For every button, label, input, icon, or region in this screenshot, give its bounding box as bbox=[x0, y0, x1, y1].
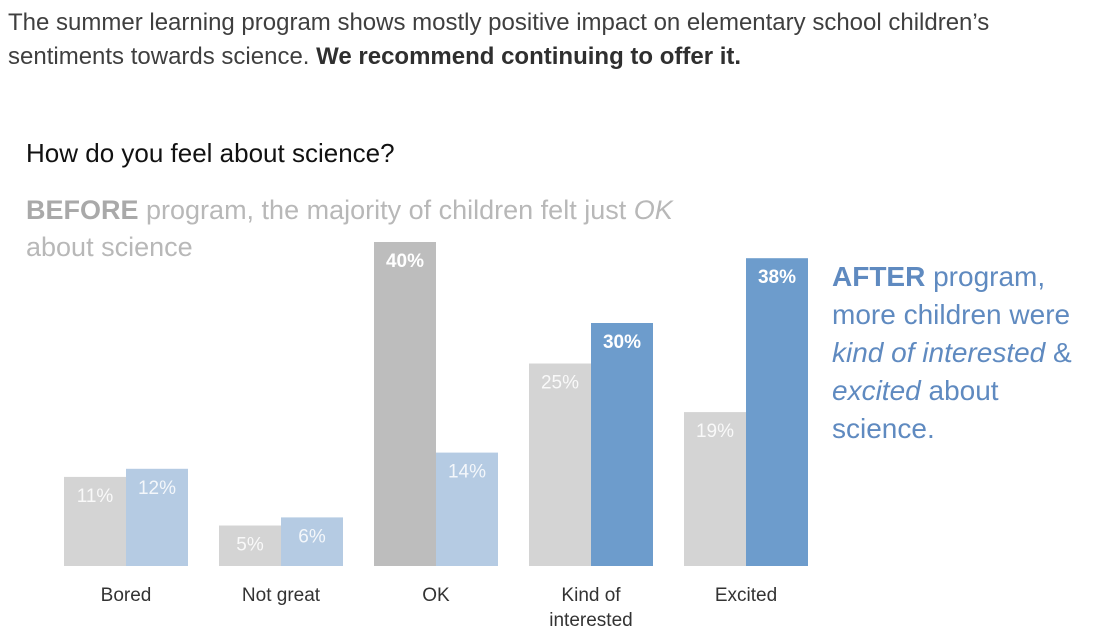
category-label-ok: OK bbox=[422, 585, 450, 606]
after-annotation-bold: AFTER bbox=[832, 261, 926, 292]
bar-before-excited bbox=[684, 412, 746, 566]
data-label-before-excited: 19% bbox=[696, 421, 734, 442]
before-annotation-italic: OK bbox=[633, 195, 673, 225]
category-label-not-great: Not great bbox=[242, 585, 321, 606]
data-label-before-ok: 40% bbox=[386, 251, 424, 272]
bar-before-bored bbox=[64, 476, 126, 566]
data-label-before-kind-of-interested: 25% bbox=[541, 373, 579, 394]
after-annotation-text3: about science. bbox=[832, 375, 999, 444]
after-annotation-text2: & bbox=[1045, 337, 1072, 368]
bar-after-bored bbox=[126, 468, 188, 566]
category-label-excited: Excited bbox=[715, 585, 777, 606]
data-label-before-bored: 11% bbox=[77, 486, 114, 507]
data-label-after-kind-of-interested: 30% bbox=[603, 332, 641, 353]
after-annotation: AFTER program, more children were kind o… bbox=[832, 258, 1082, 448]
bar-after-excited bbox=[746, 258, 808, 566]
data-label-before-not-great: 5% bbox=[236, 535, 264, 556]
headline: The summer learning program shows mostly… bbox=[8, 6, 1088, 74]
headline-text: The summer learning program shows mostly… bbox=[8, 9, 990, 70]
before-annotation-bold: BEFORE bbox=[26, 195, 139, 225]
category-label-bored: Bored bbox=[101, 585, 152, 606]
category-label-kind-of-interested: Kind of interested bbox=[549, 585, 632, 631]
bar-before-not-great bbox=[219, 525, 281, 566]
data-label-after-bored: 12% bbox=[138, 478, 176, 499]
bar-after-kind-of-interested bbox=[591, 323, 653, 566]
bar-before-kind-of-interested bbox=[529, 363, 591, 566]
data-label-after-ok: 14% bbox=[448, 462, 486, 483]
before-annotation-text2: about science bbox=[26, 232, 193, 262]
bar-before-ok bbox=[374, 242, 436, 566]
headline-recommendation: We recommend continuing to offer it. bbox=[316, 43, 742, 70]
data-label-after-excited: 38% bbox=[758, 267, 796, 288]
after-annotation-italic1: kind of interested bbox=[832, 337, 1046, 368]
before-annotation-text1: program, the majority of children felt j… bbox=[138, 195, 634, 225]
bar-after-ok bbox=[436, 452, 498, 566]
after-annotation-italic2: excited bbox=[832, 375, 921, 406]
bar-after-not-great bbox=[281, 517, 343, 566]
data-label-after-not-great: 6% bbox=[298, 526, 326, 547]
after-annotation-text1: program, more children were bbox=[832, 261, 1071, 330]
chart-title: How do you feel about science? bbox=[26, 138, 395, 168]
before-annotation: BEFORE program, the majority of children… bbox=[26, 192, 726, 266]
